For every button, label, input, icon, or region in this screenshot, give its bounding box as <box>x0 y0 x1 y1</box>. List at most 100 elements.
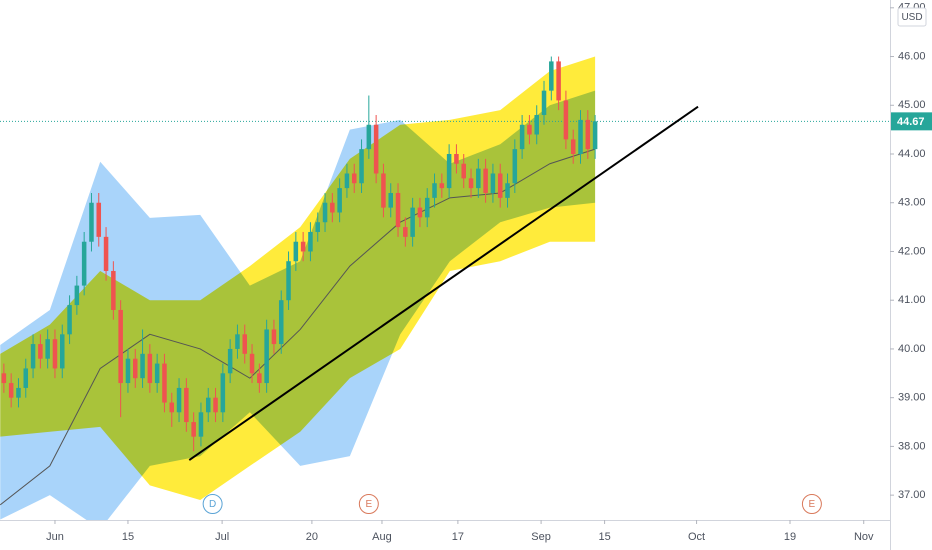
x-tick-label: Oct <box>688 531 705 543</box>
candle-body <box>198 412 204 437</box>
candle-body <box>505 183 510 198</box>
candle-body <box>205 397 211 413</box>
candle-body <box>111 270 116 310</box>
candle-body <box>556 61 561 101</box>
candle-body <box>227 348 233 374</box>
y-tick-label: 44.00 <box>898 148 926 160</box>
candle-body <box>519 124 525 150</box>
candle-body <box>585 119 591 150</box>
candle-body <box>446 154 452 189</box>
candle-body <box>30 344 36 369</box>
y-tick-label: 38.00 <box>898 440 926 452</box>
candle-body <box>103 236 109 271</box>
event-label: E <box>809 499 816 510</box>
candle-body <box>388 192 393 208</box>
candle-body <box>497 173 503 198</box>
candle-body <box>439 183 445 189</box>
y-tick-label: 41.00 <box>898 294 926 306</box>
candle-body <box>125 358 131 384</box>
candle-body <box>417 207 423 218</box>
candle-body <box>549 61 554 91</box>
candle-body <box>81 241 87 286</box>
x-tick-label: 19 <box>784 531 796 543</box>
candle-body <box>570 139 576 155</box>
candle-body <box>483 168 488 193</box>
candle-body <box>308 231 313 252</box>
candle-body <box>16 387 21 398</box>
candle-body <box>490 173 496 193</box>
candle-body <box>534 115 539 135</box>
candle-body <box>147 353 153 384</box>
last-price-box <box>891 112 932 131</box>
x-tick-label: 15 <box>122 531 134 543</box>
trend-line <box>188 105 699 461</box>
candle-body <box>257 373 262 384</box>
candle-body <box>403 227 408 237</box>
x-tick-label: 17 <box>452 531 464 543</box>
y-tick-label: 40.00 <box>898 343 926 355</box>
candle-body <box>359 149 364 184</box>
candle-body <box>461 163 466 179</box>
candle-body <box>249 353 255 374</box>
event-marker <box>202 494 223 514</box>
candle-body <box>89 202 94 242</box>
candle-body <box>592 121 598 150</box>
candle-body <box>381 173 386 208</box>
candle-body <box>140 353 145 379</box>
currency-box <box>897 7 927 27</box>
candle-body <box>96 202 102 237</box>
event-label: E <box>365 499 372 510</box>
candle-body <box>1 373 7 384</box>
candle-body <box>344 173 350 189</box>
candle-body <box>351 173 357 184</box>
last-price-label: 44.67 <box>897 116 925 128</box>
candle-body <box>154 363 160 384</box>
candle-body <box>213 397 218 413</box>
candle-body <box>184 387 189 423</box>
candle-body <box>330 202 335 213</box>
candle-body <box>315 222 320 232</box>
y-tick-label: 42.00 <box>898 245 926 257</box>
x-tick-label: Jul <box>215 531 229 543</box>
candle-body <box>169 402 175 413</box>
candle-body <box>23 368 29 388</box>
candle-body <box>242 334 248 354</box>
candle-body <box>52 339 58 369</box>
candle-body <box>432 183 437 198</box>
currency-label: USD <box>901 12 922 23</box>
y-tick-label: 37.00 <box>898 489 926 501</box>
x-tick-label: Aug <box>372 531 392 543</box>
bands <box>0 56 596 520</box>
x-tick-label: 20 <box>306 531 318 543</box>
x-tick-label: Sep <box>531 531 551 543</box>
x-tick-label: 15 <box>598 531 610 543</box>
event-label: D <box>209 499 216 510</box>
y-tick-label: 46.00 <box>898 50 926 62</box>
y-tick-label: 45.00 <box>898 99 926 111</box>
candle-body <box>468 178 474 189</box>
y-tick-label: 43.00 <box>898 197 926 209</box>
candle-body <box>67 305 72 335</box>
candle-body <box>74 285 80 306</box>
candle-body <box>541 90 547 116</box>
candle-body <box>118 309 123 384</box>
candle-body <box>162 363 167 403</box>
candle-body <box>527 124 532 135</box>
candle-body <box>271 329 277 345</box>
x-tick-label: Nov <box>854 531 874 543</box>
candle-body <box>300 241 306 252</box>
y-tick-label: 39.00 <box>898 392 926 404</box>
candle-body <box>38 344 43 359</box>
candle-body <box>176 387 182 413</box>
candle-body <box>132 358 138 379</box>
x-tick-label: Jun <box>46 531 64 543</box>
event-marker <box>358 494 379 514</box>
candle-body <box>337 188 342 213</box>
candle-body <box>322 202 328 223</box>
candle-body <box>454 154 459 164</box>
candle-body <box>578 119 583 155</box>
candle-body <box>512 149 518 184</box>
candle-body <box>410 207 415 237</box>
event-marker <box>801 494 822 514</box>
